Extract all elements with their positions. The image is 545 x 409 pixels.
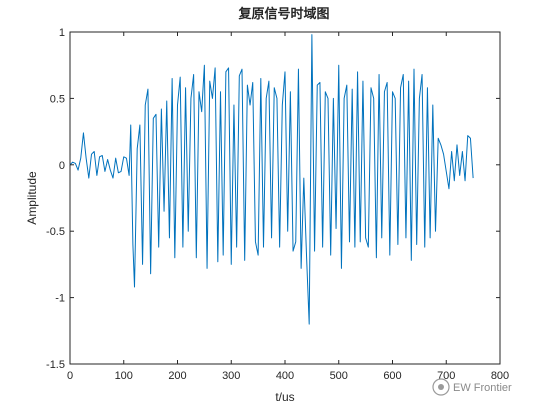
x-tick-label: 0 — [67, 370, 73, 382]
y-tick-label: 1 — [59, 27, 65, 39]
plot-area — [69, 31, 501, 365]
y-axis-ticks: -1.5 -1 -0.5 0 0.5 1 — [46, 27, 500, 371]
x-axis-ticks: 0 100 200 300 400 500 600 700 800 — [67, 32, 509, 382]
x-tick-label: 300 — [222, 370, 240, 382]
x-tick-label: 600 — [383, 370, 401, 382]
watermark-logo-dot — [438, 384, 444, 390]
watermark-text: EW Frontier — [453, 382, 512, 394]
series-layer — [69, 34, 474, 325]
y-tick-label: -1.5 — [46, 359, 65, 371]
watermark: EW Frontier — [432, 378, 512, 396]
y-tick-label: 0.5 — [50, 93, 65, 105]
x-axis-label: t/us — [275, 390, 294, 404]
x-tick-label: 100 — [115, 370, 133, 382]
y-tick-label: -0.5 — [46, 226, 65, 238]
x-tick-label: 500 — [330, 370, 348, 382]
chart-title: 复原信号时域图 — [237, 6, 329, 21]
y-tick-label: -1 — [55, 293, 65, 305]
series-line-1 — [69, 34, 474, 325]
x-tick-label: 200 — [168, 370, 186, 382]
y-axis-label: Amplitude — [25, 171, 39, 225]
watermark-logo-icon — [432, 378, 450, 396]
x-tick-label: 400 — [276, 370, 294, 382]
y-tick-label: 0 — [59, 160, 65, 172]
x-tick-label: 800 — [491, 370, 509, 382]
